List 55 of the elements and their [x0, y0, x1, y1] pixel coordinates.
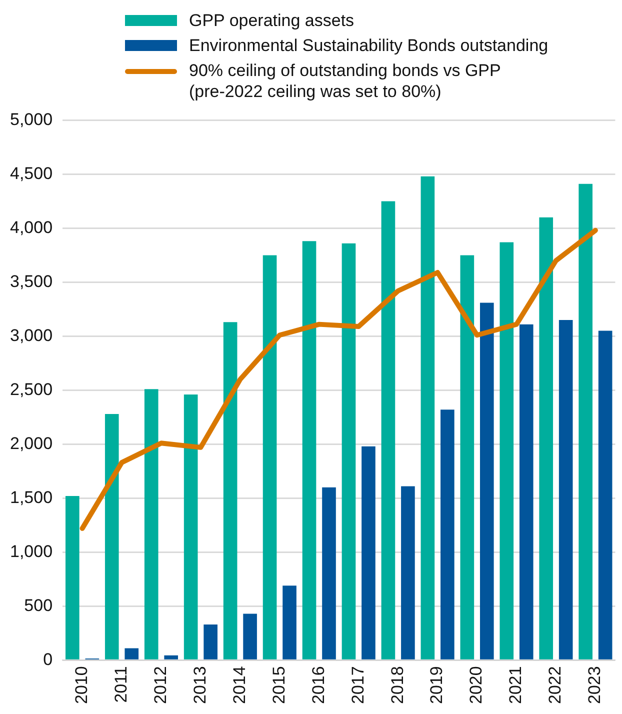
x-tick-label: 2013 [190, 666, 210, 704]
x-tick-label: 2018 [388, 666, 407, 704]
legend-label: 90% ceiling of outstanding bonds vs GPP (pre-2022 ceiling was set to 80%) [189, 60, 501, 102]
x-tick-label: 2011 [111, 666, 130, 703]
bar [262, 255, 277, 660]
bar [124, 648, 139, 660]
bar [184, 394, 198, 660]
bar [362, 446, 376, 660]
x-tick-label: 2010 [72, 666, 91, 704]
bar [460, 255, 474, 660]
bar [66, 496, 80, 660]
bar [302, 241, 316, 660]
y-tick-label: 3,500 [10, 272, 53, 291]
bar [578, 184, 592, 660]
y-tick-label: 5,000 [10, 110, 53, 129]
y-tick-label: 4,500 [10, 164, 53, 183]
bar [282, 586, 296, 660]
bar [519, 324, 534, 660]
y-tick-label: 4,000 [10, 218, 53, 237]
bar [558, 320, 573, 660]
x-tick-label: 2021 [506, 666, 526, 704]
bar [322, 487, 336, 660]
bar [500, 242, 514, 660]
bar [204, 624, 218, 660]
x-tick-label: 2014 [230, 666, 249, 704]
bar [598, 330, 612, 660]
bar [223, 322, 238, 660]
x-tick-label: 2022 [546, 666, 565, 704]
x-tick-label: 2016 [308, 666, 328, 704]
bar [381, 201, 396, 660]
bar [243, 614, 257, 660]
x-tick-label: 2012 [150, 666, 170, 704]
bar [164, 655, 178, 660]
y-tick-label: 3,000 [10, 326, 53, 345]
y-tick-label: 1,000 [10, 542, 53, 561]
x-tick-label: 2017 [348, 666, 368, 704]
y-tick-label: 1,500 [10, 488, 53, 507]
bar [420, 176, 435, 660]
bar [342, 243, 356, 660]
y-tick-label: 500 [24, 596, 53, 615]
bar [144, 389, 158, 660]
y-tick-label: 0 [43, 650, 53, 669]
bar [539, 217, 554, 660]
bar [104, 414, 119, 660]
y-tick-label: 2,500 [10, 380, 53, 399]
x-tick-label: 2015 [269, 666, 288, 704]
x-tick-label: 2020 [466, 666, 486, 704]
x-tick-label: 2019 [427, 666, 446, 704]
bar [440, 410, 454, 660]
bar [480, 302, 494, 660]
bar [401, 486, 415, 660]
x-tick-label: 2023 [585, 666, 604, 704]
y-tick-label: 2,000 [10, 434, 53, 453]
legend-label: Environmental Sustainability Bonds outstanding [189, 35, 548, 56]
legend-label: GPP operating assets [189, 10, 354, 31]
